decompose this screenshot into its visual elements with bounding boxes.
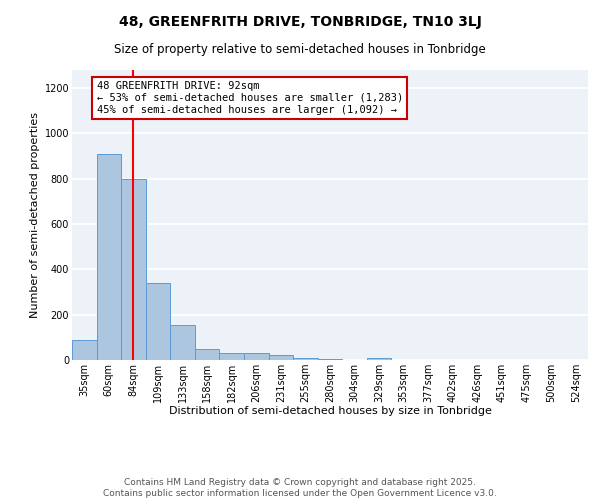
Bar [195,348,220,360]
Bar [72,340,97,360]
X-axis label: Distribution of semi-detached houses by size in Tonbridge: Distribution of semi-detached houses by … [169,406,491,416]
Bar [318,359,342,360]
Y-axis label: Number of semi-detached properties: Number of semi-detached properties [31,112,40,318]
Text: Contains HM Land Registry data © Crown copyright and database right 2025.
Contai: Contains HM Land Registry data © Crown c… [103,478,497,498]
Bar [244,353,269,360]
Bar [293,358,318,360]
Bar [97,154,121,360]
Bar [146,283,170,360]
Bar [170,325,195,360]
Bar [367,358,391,360]
Text: 48 GREENFRITH DRIVE: 92sqm
← 53% of semi-detached houses are smaller (1,283)
45%: 48 GREENFRITH DRIVE: 92sqm ← 53% of semi… [97,82,403,114]
Text: Size of property relative to semi-detached houses in Tonbridge: Size of property relative to semi-detach… [114,42,486,56]
Text: 48, GREENFRITH DRIVE, TONBRIDGE, TN10 3LJ: 48, GREENFRITH DRIVE, TONBRIDGE, TN10 3L… [119,15,481,29]
Bar [220,353,244,360]
Bar [269,356,293,360]
Bar [121,179,146,360]
